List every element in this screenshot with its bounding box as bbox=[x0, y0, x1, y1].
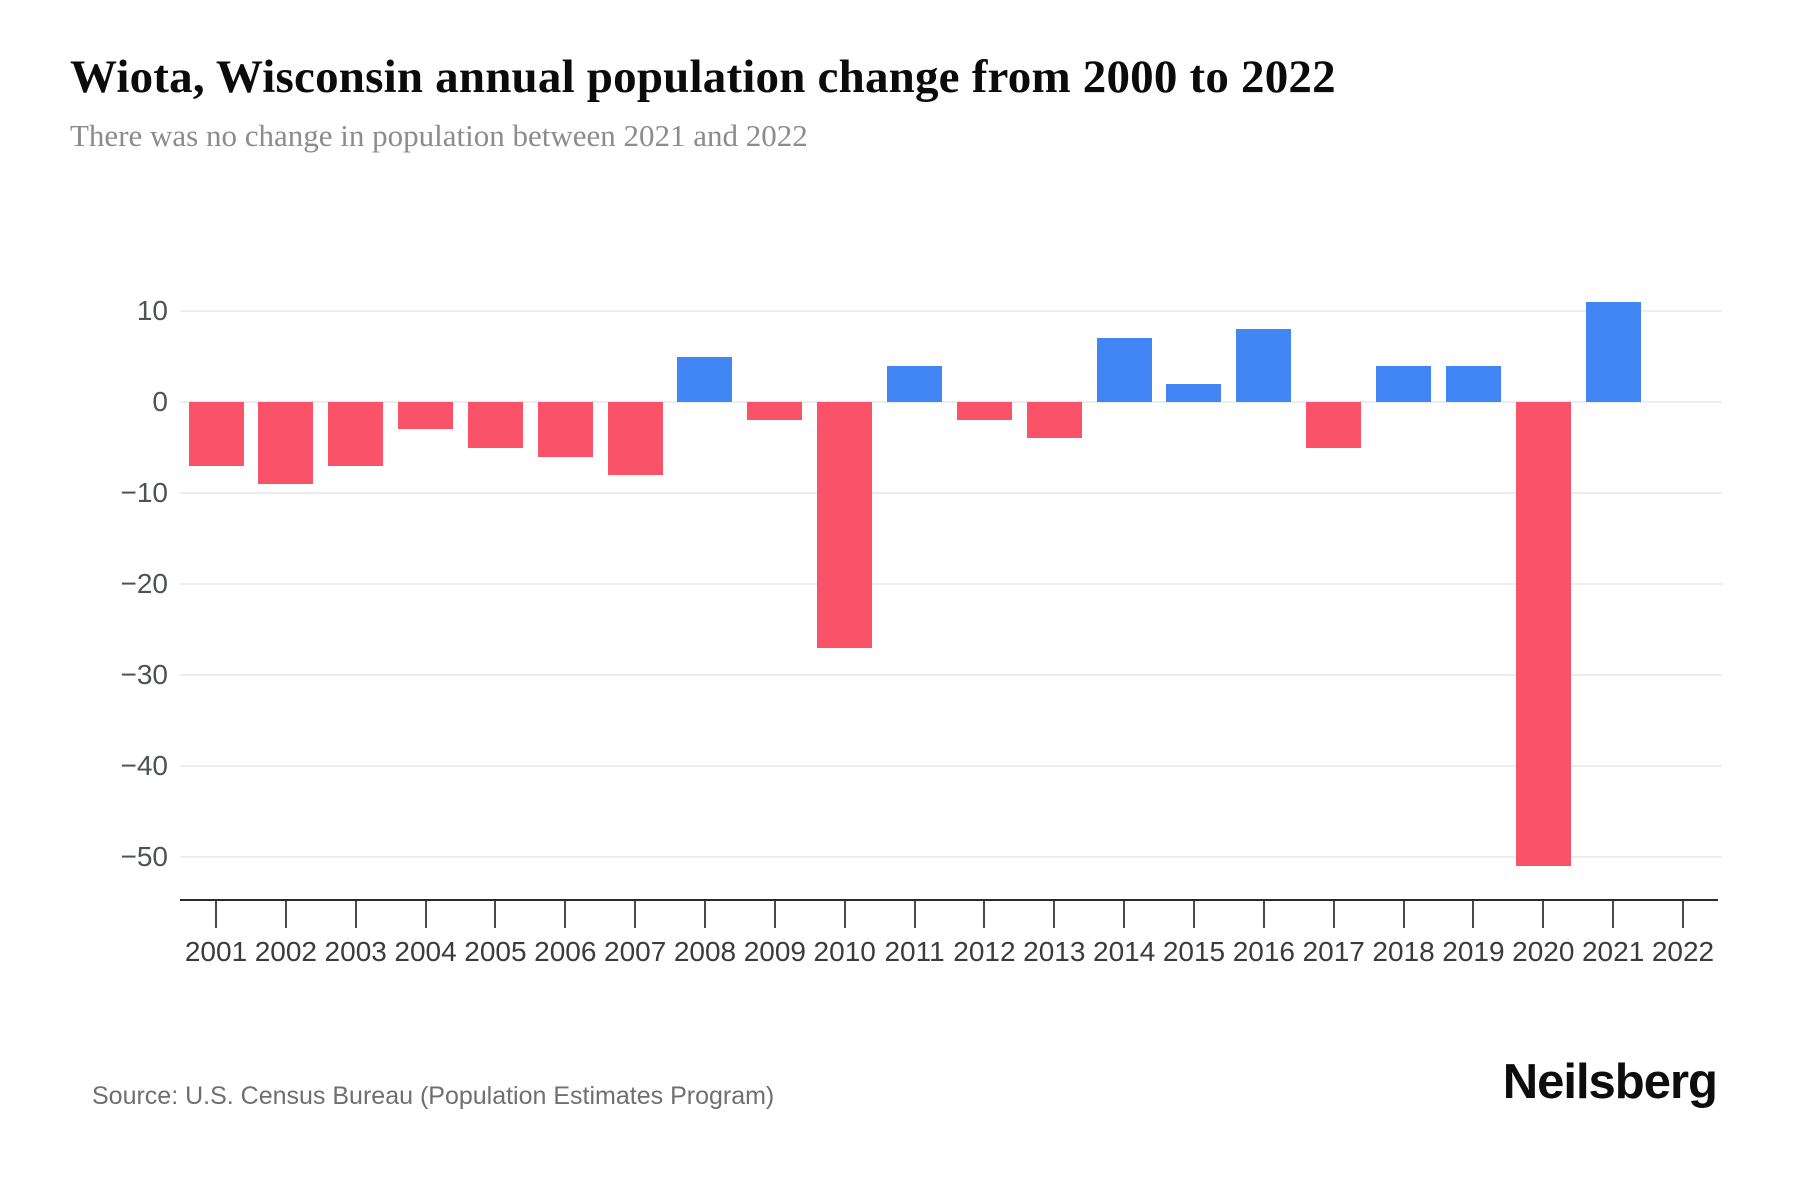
x-axis-tick-label: 2020 bbox=[1512, 936, 1575, 967]
bar-2010[interactable] bbox=[817, 402, 873, 648]
bar-2003[interactable] bbox=[328, 402, 384, 466]
y-gridline bbox=[180, 674, 1722, 676]
x-axis-tick bbox=[703, 900, 706, 928]
x-axis-tick bbox=[634, 900, 637, 928]
x-axis-tick-label: 2015 bbox=[1162, 936, 1226, 967]
bar-2004[interactable] bbox=[398, 402, 454, 430]
x-axis-tick bbox=[983, 900, 986, 928]
x-axis-tick-label: 2018 bbox=[1372, 936, 1435, 967]
x-axis-tick bbox=[1192, 900, 1195, 928]
bar-2021[interactable] bbox=[1585, 301, 1641, 402]
y-axis-tick-label: −20 bbox=[120, 568, 169, 599]
x-axis-tick bbox=[1542, 900, 1545, 928]
source-note: Source: U.S. Census Bureau (Population E… bbox=[92, 1082, 775, 1110]
bar-2018[interactable] bbox=[1376, 365, 1432, 402]
bar-2014[interactable] bbox=[1096, 338, 1152, 402]
x-axis-tick-label: 2022 bbox=[1651, 936, 1715, 967]
bar-2012[interactable] bbox=[956, 402, 1012, 421]
x-axis-tick-label: 2007 bbox=[603, 936, 667, 967]
bar-2020[interactable] bbox=[1515, 402, 1571, 867]
x-axis-tick bbox=[564, 900, 567, 928]
x-axis-tick-label: 2021 bbox=[1581, 936, 1645, 967]
x-axis-tick-label: 2004 bbox=[394, 936, 457, 967]
bar-2009[interactable] bbox=[747, 402, 803, 421]
bar-2007[interactable] bbox=[607, 402, 663, 475]
x-axis-tick bbox=[1681, 900, 1684, 928]
neilsberg-logo: Neilsberg bbox=[1502, 1055, 1718, 1109]
x-axis-tick-label: 2002 bbox=[254, 936, 317, 967]
x-axis-tick bbox=[913, 900, 916, 928]
x-axis-tick-label: 2014 bbox=[1092, 936, 1156, 967]
y-axis-tick-label: −30 bbox=[120, 659, 169, 690]
y-gridline bbox=[180, 765, 1722, 767]
x-axis-tick-label: 2010 bbox=[813, 936, 876, 967]
x-axis-tick-label: 2005 bbox=[464, 936, 527, 967]
y-axis-tick-label: −10 bbox=[120, 477, 169, 508]
x-axis-tick bbox=[284, 900, 287, 928]
bar-2016[interactable] bbox=[1236, 329, 1292, 402]
y-axis-tick-label: −50 bbox=[120, 841, 169, 872]
x-axis-tick bbox=[1123, 900, 1126, 928]
x-axis-line bbox=[180, 899, 1718, 901]
x-axis-tick bbox=[843, 900, 846, 928]
x-axis-tick bbox=[1262, 900, 1265, 928]
x-axis-tick-label: 2008 bbox=[673, 936, 737, 967]
bar-2015[interactable] bbox=[1166, 383, 1222, 402]
x-axis-tick-label: 2006 bbox=[534, 936, 597, 967]
x-axis-tick bbox=[1472, 900, 1475, 928]
bar-2008[interactable] bbox=[677, 356, 733, 402]
y-gridline bbox=[180, 583, 1722, 585]
x-axis-tick bbox=[494, 900, 497, 928]
x-axis-tick bbox=[354, 900, 357, 928]
bar-2006[interactable] bbox=[537, 402, 593, 457]
y-gridline bbox=[180, 310, 1722, 312]
x-axis-tick-label: 2016 bbox=[1232, 936, 1295, 967]
bar-2017[interactable] bbox=[1306, 402, 1362, 448]
x-axis-tick-label: 2019 bbox=[1442, 936, 1505, 967]
x-axis-tick bbox=[1402, 900, 1405, 928]
x-axis-tick bbox=[215, 900, 217, 928]
y-axis-tick-label: 10 bbox=[136, 295, 168, 326]
x-axis-tick-label: 2012 bbox=[953, 936, 1016, 967]
y-axis-tick-label: −40 bbox=[120, 750, 169, 781]
chart-subtitle: There was no change in population betwee… bbox=[70, 118, 808, 153]
x-axis-tick-label: 2001 bbox=[184, 936, 248, 967]
x-axis-tick bbox=[773, 900, 776, 928]
x-axis-tick bbox=[1053, 900, 1056, 928]
bar-2011[interactable] bbox=[887, 365, 943, 402]
bar-2002[interactable] bbox=[258, 402, 314, 484]
bar-2005[interactable] bbox=[467, 402, 523, 448]
y-gridline bbox=[180, 856, 1722, 858]
x-axis-tick bbox=[1332, 900, 1335, 928]
y-gridline bbox=[180, 401, 1722, 403]
x-axis-tick-label: 2009 bbox=[743, 936, 806, 967]
x-axis-tick-label: 2017 bbox=[1302, 936, 1365, 967]
chart-title: Wiota, Wisconsin annual population chang… bbox=[70, 51, 1336, 103]
bar-2013[interactable] bbox=[1026, 402, 1082, 439]
y-axis-tick-label: 0 bbox=[152, 386, 168, 417]
x-axis-tick-label: 2011 bbox=[884, 936, 945, 967]
x-axis-tick bbox=[1612, 900, 1615, 928]
bar-2019[interactable] bbox=[1445, 365, 1501, 402]
x-axis-tick-label: 2013 bbox=[1023, 936, 1086, 967]
y-gridline bbox=[180, 492, 1722, 494]
bar-2001[interactable] bbox=[188, 402, 244, 466]
x-axis-tick-label: 2003 bbox=[324, 936, 387, 967]
x-axis-tick bbox=[424, 900, 427, 928]
